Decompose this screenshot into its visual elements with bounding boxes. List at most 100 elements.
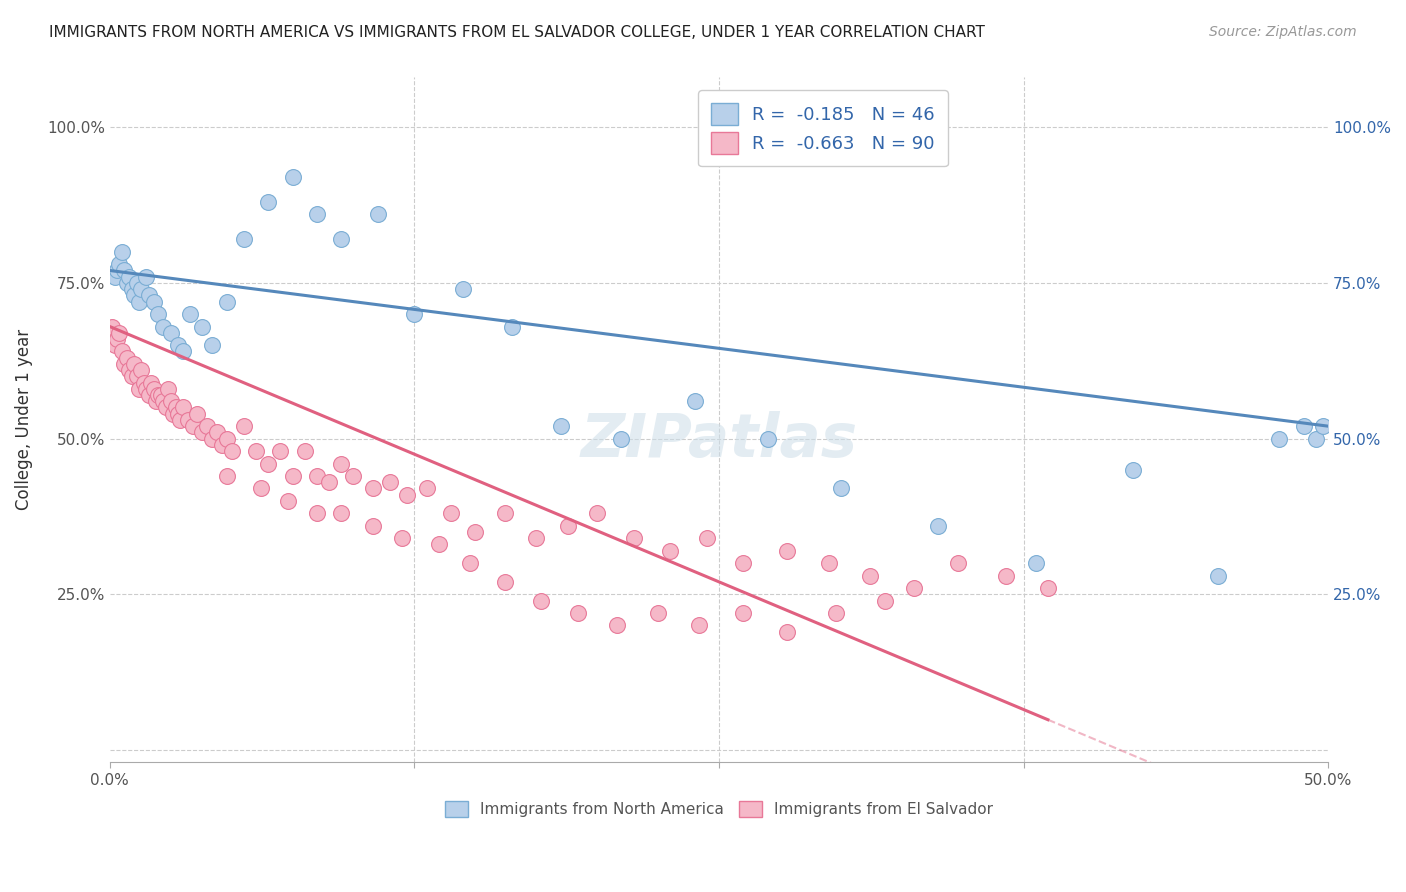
Point [277,494,299,508]
Point [395,488,418,502]
Point [501,319,523,334]
Point [342,469,364,483]
Point [135,269,157,284]
Point [108,257,131,271]
Point [177,413,200,427]
Point [115,276,138,290]
Point [152,319,174,334]
Point [112,263,135,277]
Point [281,170,304,185]
Point [330,506,353,520]
Point [464,524,486,539]
Point [141,376,163,390]
Point [159,394,181,409]
Legend: Immigrants from North America, Immigrants from El Salvador: Immigrants from North America, Immigrant… [439,795,1000,823]
Point [250,482,273,496]
Point [131,363,153,377]
Point [145,394,167,409]
Point [122,357,145,371]
Point [494,574,516,589]
Point [659,543,682,558]
Point [756,432,779,446]
Point [105,263,128,277]
Point [148,388,170,402]
Point [623,531,645,545]
Point [108,326,131,340]
Point [128,294,150,309]
Point [378,475,401,490]
Point [825,606,848,620]
Point [181,419,204,434]
Point [330,457,353,471]
Point [111,344,134,359]
Point [1305,432,1327,446]
Point [696,531,718,545]
Point [873,593,896,607]
Point [165,401,187,415]
Y-axis label: College, Under 1 year: College, Under 1 year [15,329,32,510]
Point [215,294,238,309]
Point [1312,419,1334,434]
Point [1208,568,1230,582]
Point [524,531,547,545]
Text: Source: ZipAtlas.com: Source: ZipAtlas.com [1209,25,1357,39]
Point [162,407,184,421]
Point [221,444,243,458]
Point [1268,432,1291,446]
Point [257,194,280,209]
Point [148,307,170,321]
Point [138,288,160,302]
Point [859,568,882,582]
Point [830,482,852,496]
Point [125,369,148,384]
Point [294,444,316,458]
Point [305,469,328,483]
Text: ZIPatlas: ZIPatlas [581,411,858,470]
Point [257,457,280,471]
Point [191,319,214,334]
Point [155,401,177,415]
Point [245,444,267,458]
Point [132,376,155,390]
Point [494,506,516,520]
Point [172,344,194,359]
Point [440,506,463,520]
Point [1025,556,1047,570]
Point [281,469,304,483]
Point [391,531,413,545]
Point [131,282,153,296]
Point [152,394,174,409]
Point [451,282,474,296]
Point [112,357,135,371]
Point [404,307,426,321]
Point [903,581,925,595]
Point [305,207,328,221]
Point [101,319,124,334]
Point [186,407,208,421]
Point [104,338,127,352]
Point [115,351,138,365]
Point [167,338,190,352]
Point [121,282,143,296]
Point [1036,581,1059,595]
Point [179,307,201,321]
Point [125,276,148,290]
Point [550,419,572,434]
Point [606,618,628,632]
Point [586,506,609,520]
Point [361,482,384,496]
Point [946,556,969,570]
Point [169,413,191,427]
Point [776,543,799,558]
Point [105,332,128,346]
Point [733,556,755,570]
Point [142,294,165,309]
Point [215,432,238,446]
Point [201,432,224,446]
Point [610,432,633,446]
Point [647,606,669,620]
Point [567,606,589,620]
Point [269,444,291,458]
Point [733,606,755,620]
Point [1122,463,1144,477]
